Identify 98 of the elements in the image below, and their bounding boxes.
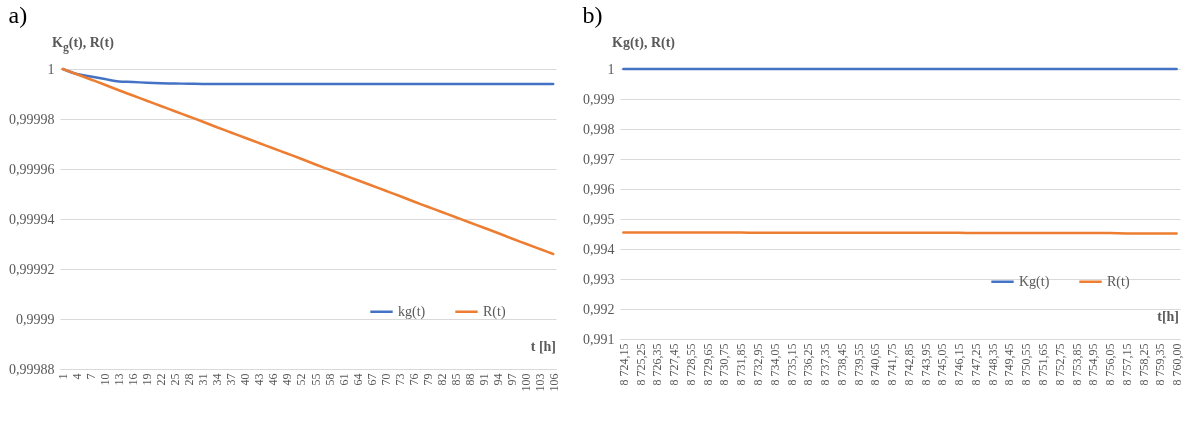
x-tick-label: 8 743,95: [918, 343, 933, 386]
x-tick-label: 61: [336, 373, 351, 386]
x-tick-label: 8 748,35: [985, 343, 1000, 386]
x-tick-label: 8 729,65: [700, 343, 715, 386]
y-tick-label: 0,99996: [9, 161, 55, 177]
y-tick-label: 0,99994: [9, 211, 55, 227]
x-tick-label: 55: [308, 373, 323, 386]
x-tick-label: 8 745,05: [935, 343, 950, 386]
x-tick-label: 28: [182, 373, 197, 386]
x-tick-label: 31: [196, 373, 211, 386]
x-tick-label: 8 731,85: [734, 343, 749, 386]
y-tick-label: 0,99988: [9, 361, 55, 377]
chart-title: a): [8, 2, 28, 28]
y-tick-label: 0,994: [583, 241, 615, 257]
x-tick-label: 79: [420, 373, 435, 386]
x-tick-label: 8 737,35: [818, 343, 833, 386]
x-tick-label: 85: [448, 373, 463, 386]
legend-label: R(t): [483, 303, 506, 320]
x-tick-label: 70: [378, 373, 393, 386]
x-tick-label: 94: [490, 373, 505, 386]
x-tick-label: 8 760,00: [1170, 343, 1185, 386]
x-tick-label: 43: [252, 373, 267, 386]
x-tick-label: 8 732,95: [750, 343, 765, 386]
x-tick-label: 8 728,55: [683, 343, 698, 386]
x-tick-label: 8 759,35: [1153, 343, 1168, 386]
y-tick-label: 0,992: [583, 301, 615, 317]
x-tick-label: 25: [168, 373, 183, 386]
x-tick-label: 8 739,55: [851, 343, 866, 386]
x-tick-label: 8 750,55: [1019, 343, 1034, 386]
x-tick-label: 8 746,15: [952, 343, 967, 386]
x-tick-label: 19: [140, 373, 155, 386]
x-tick-label: 8 751,65: [1036, 343, 1051, 386]
x-tick-label: 82: [434, 373, 449, 386]
x-tick-label: 22: [154, 373, 169, 386]
y-tick-label: 1: [607, 61, 615, 77]
x-tick-label: 52: [294, 373, 309, 386]
x-tick-label: 100: [518, 373, 533, 392]
y-tick-label: 0,993: [583, 271, 615, 287]
x-tick-label: 103: [532, 373, 547, 392]
x-tick-label: 58: [322, 373, 337, 386]
y-tick-label: 1: [47, 61, 55, 77]
y-tick-label: 0,99992: [9, 261, 55, 277]
x-tick-label: 64: [350, 373, 365, 386]
x-tick-label: 8 749,45: [1002, 343, 1017, 386]
x-tick-label: 8 726,35: [650, 343, 665, 386]
x-tick-label: 34: [210, 373, 225, 386]
x-tick-label: 67: [364, 373, 379, 386]
x-tick-label: 8 738,45: [834, 343, 849, 386]
x-tick-label: 76: [406, 373, 421, 386]
x-tick-label: 8 727,45: [667, 343, 682, 386]
x-axis-title: t [h]: [530, 339, 556, 355]
x-tick-label: 8 752,75: [1052, 343, 1067, 386]
x-tick-label: 8 735,15: [784, 343, 799, 386]
x-tick-label: 88: [462, 373, 477, 386]
x-tick-label: 8 742,85: [901, 343, 916, 386]
x-tick-label: 7: [84, 373, 99, 380]
x-tick-label: 8 724,15: [616, 343, 631, 386]
y-axis-title: Kg(t), R(t): [612, 35, 675, 51]
x-tick-label: 8 730,75: [717, 343, 732, 386]
x-tick-label: 8 734,05: [767, 343, 782, 386]
chart-title: b): [582, 2, 603, 28]
x-tick-label: 8 736,25: [801, 343, 816, 386]
x-tick-label: 13: [112, 373, 127, 386]
x-tick-label: 97: [504, 373, 519, 386]
y-tick-label: 0,997: [583, 151, 615, 167]
x-tick-label: 40: [238, 373, 253, 386]
x-tick-label: 49: [280, 373, 295, 386]
legend-label: Kg(t): [1019, 273, 1050, 290]
y-tick-label: 0,99998: [9, 111, 55, 127]
x-tick-label: 106: [546, 373, 561, 392]
legend-label: kg(t): [398, 303, 426, 320]
y-tick-label: 0,995: [583, 211, 615, 227]
y-tick-label: 0,999: [583, 91, 615, 107]
y-tick-label: 0,9999: [16, 311, 55, 327]
x-tick-label: 8 747,25: [968, 343, 983, 386]
x-tick-label: 8 741,75: [885, 343, 900, 386]
y-tick-label: 0,996: [583, 181, 615, 197]
x-tick-label: 73: [392, 373, 407, 386]
x-tick-label: 1: [56, 373, 71, 380]
x-tick-label: 46: [266, 373, 281, 386]
y-tick-label: 0,991: [583, 331, 615, 347]
x-tick-label: 8 758,25: [1136, 343, 1151, 386]
x-tick-label: 16: [126, 373, 141, 386]
line-series: [61, 67, 555, 256]
y-axis-title: K$_{g}$(t), R(t): [52, 35, 114, 54]
x-tick-label: 8 756,05: [1103, 343, 1118, 386]
y-tick-label: 0,998: [583, 121, 615, 137]
x-tick-label: 37: [224, 373, 239, 386]
x-tick-label: 8 753,85: [1069, 343, 1084, 386]
x-tick-label: 8 740,65: [868, 343, 883, 386]
x-tick-label: 91: [476, 373, 491, 386]
x-tick-label: 8 725,25: [633, 343, 648, 386]
x-tick-label: 8 754,95: [1086, 343, 1101, 386]
x-tick-label: 8 757,15: [1119, 343, 1134, 386]
x-tick-label: 4: [70, 373, 85, 380]
legend-label: R(t): [1107, 273, 1130, 290]
x-tick-label: 10: [98, 373, 113, 386]
x-axis-title: t[h]: [1157, 309, 1179, 325]
